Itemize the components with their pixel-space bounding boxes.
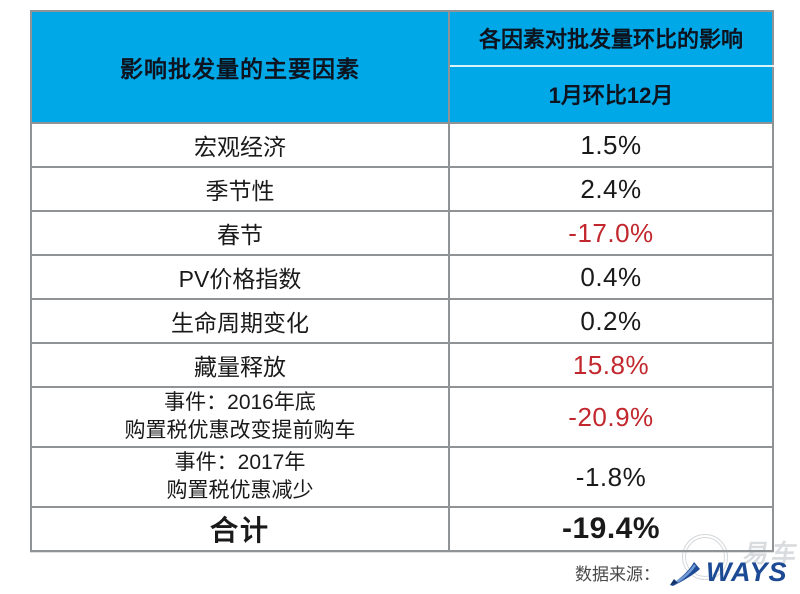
value-cell: -20.9% [448,386,774,448]
table-row: 事件：2017年 购置税优惠减少 -1.8% [30,446,774,508]
value-cell: 2.4% [448,166,774,212]
ways-logo: 易车 WAYS [668,534,800,590]
header-row-1: 影响批发量的主要因素 各因素对批发量环比的影响 [30,10,774,124]
table-row: 季节性 2.4% [30,166,774,212]
table-body: 宏观经济 1.5% 季节性 2.4% 春节 -17.0% PV价格指数 0.4% 生命周期变化 0… [30,122,774,552]
factor-cell: 合计 [30,506,450,552]
factor-cell: 春节 [30,210,450,256]
value-cell: -1.8% [448,446,774,508]
header-period: 1月环比12月 [448,64,774,125]
yiche-watermark-icon [682,534,728,580]
factor-cell: 事件：2016年底 购置税优惠改变提前购车 [30,386,450,448]
value-cell: 15.8% [448,342,774,388]
factor-cell: 藏量释放 [30,342,450,388]
ways-logo-text: WAYS [706,556,788,587]
factor-cell: 事件：2017年 购置税优惠减少 [30,446,450,508]
factor-cell: 季节性 [30,166,450,212]
factor-cell: 宏观经济 [30,122,450,168]
value-cell: -17.0% [448,210,774,256]
header-main-factors: 影响批发量的主要因素 [30,10,450,124]
value-cell: 0.2% [448,298,774,344]
table-row: PV价格指数 0.4% [30,254,774,300]
header-impact-title: 各因素对批发量环比的影响 [448,10,774,67]
table-row: 合计 -19.4% [30,506,774,552]
table-row: 春节 -17.0% [30,210,774,256]
value-cell: 1.5% [448,122,774,168]
table-row: 藏量释放 15.8% [30,342,774,388]
value-cell: 0.4% [448,254,774,300]
value-cell: -19.4% [448,506,774,552]
data-source-label: 数据来源： [575,564,660,584]
table-row: 事件：2016年底 购置税优惠改变提前购车 -20.9% [30,386,774,448]
table-row: 生命周期变化 0.2% [30,298,774,344]
factor-cell: PV价格指数 [30,254,450,300]
table-row: 宏观经济 1.5% [30,122,774,168]
header-row-2: 1月环比12月 [31,64,774,125]
ways-swoosh-icon [670,562,700,586]
footer: 数据来源： 易车 WAYS [575,534,800,590]
factors-table: 影响批发量的主要因素 各因素对批发量环比的影响 1月环比12月 宏观经济 1.5%… [30,10,774,552]
factor-cell: 生命周期变化 [30,298,450,344]
